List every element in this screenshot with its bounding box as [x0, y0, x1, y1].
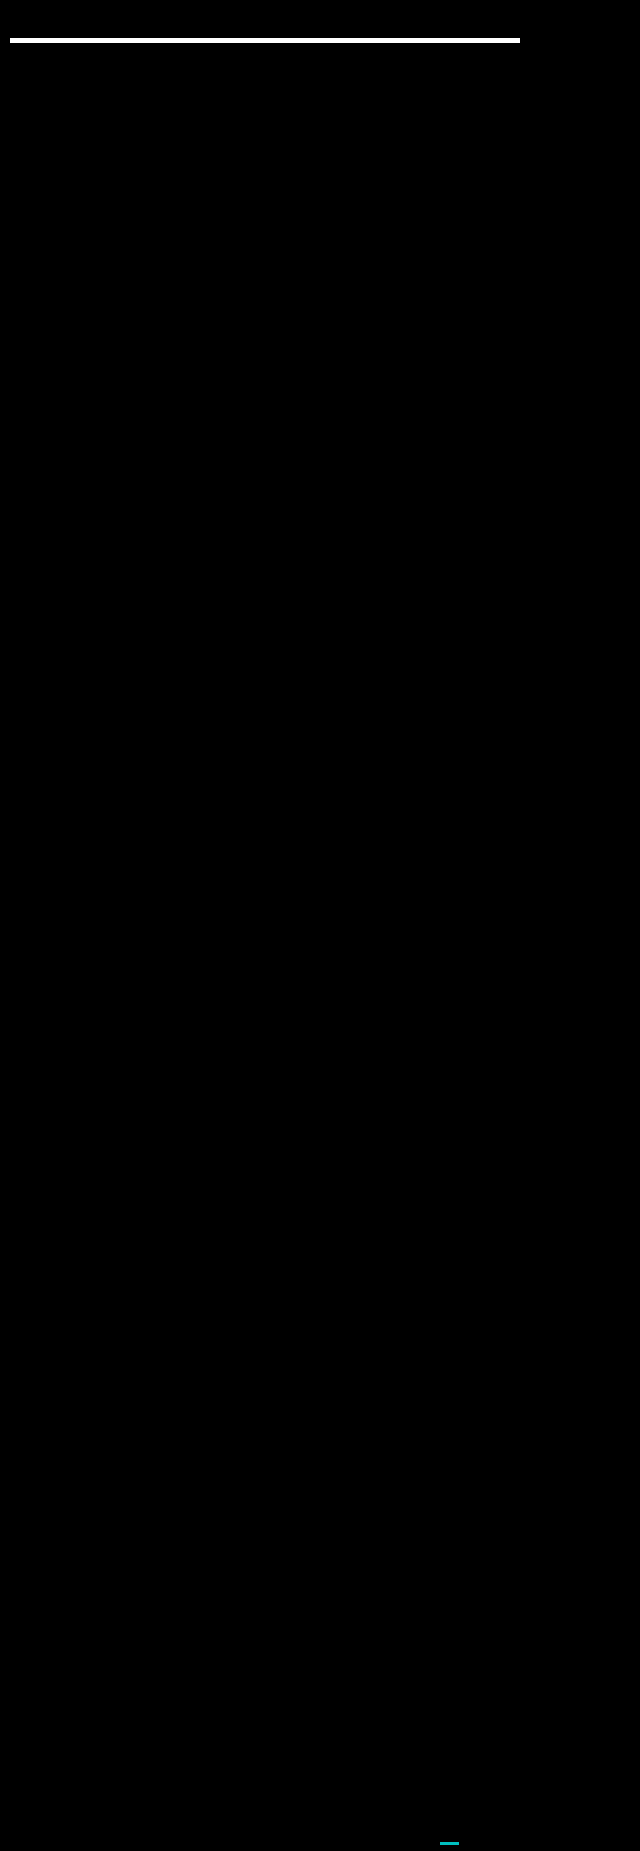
query-sequence-bar	[10, 38, 520, 43]
scale-sample-line	[440, 1842, 459, 1845]
